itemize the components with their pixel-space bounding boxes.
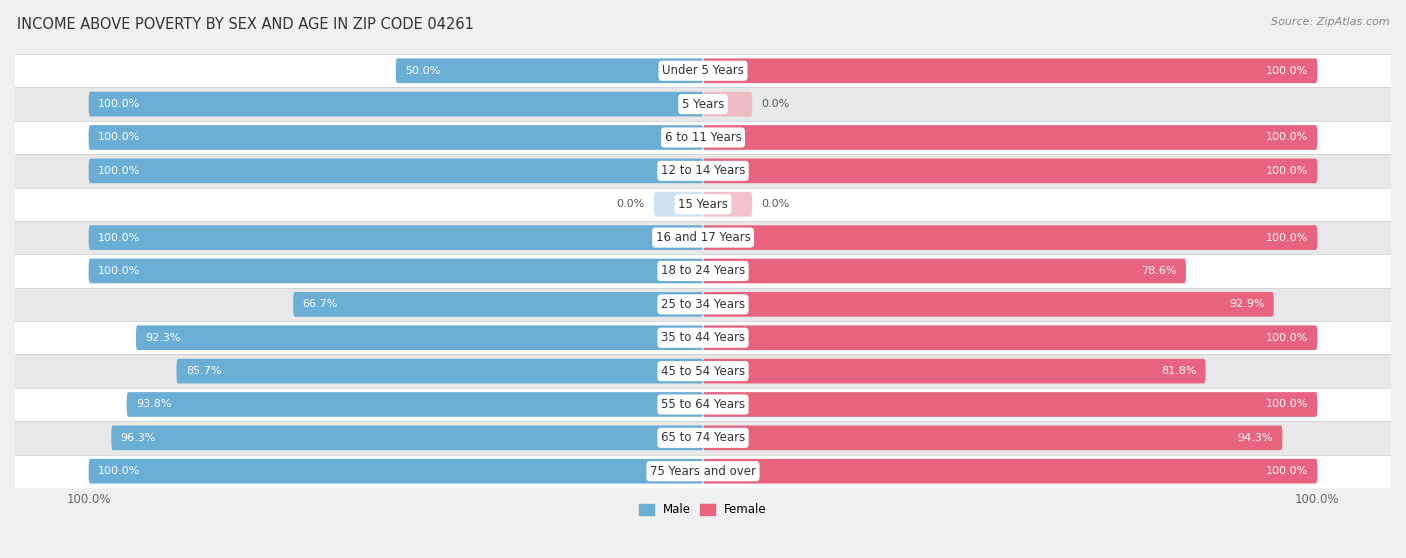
Bar: [15, 121, 1391, 154]
Text: 85.7%: 85.7%: [186, 366, 221, 376]
Text: 55 to 64 Years: 55 to 64 Years: [661, 398, 745, 411]
FancyBboxPatch shape: [89, 158, 703, 183]
Bar: [15, 154, 1391, 187]
Text: 78.6%: 78.6%: [1142, 266, 1177, 276]
FancyBboxPatch shape: [294, 292, 703, 317]
Text: 45 to 54 Years: 45 to 54 Years: [661, 364, 745, 378]
Text: 100.0%: 100.0%: [1265, 132, 1308, 142]
Bar: [15, 421, 1391, 455]
FancyBboxPatch shape: [703, 292, 1274, 317]
Text: 100.0%: 100.0%: [1265, 233, 1308, 243]
FancyBboxPatch shape: [703, 426, 1282, 450]
Bar: [15, 187, 1391, 221]
FancyBboxPatch shape: [89, 225, 703, 250]
Text: 35 to 44 Years: 35 to 44 Years: [661, 331, 745, 344]
Text: 0.0%: 0.0%: [762, 199, 790, 209]
Text: 96.3%: 96.3%: [121, 433, 156, 443]
FancyBboxPatch shape: [703, 359, 1205, 383]
FancyBboxPatch shape: [703, 125, 1317, 150]
Text: 100.0%: 100.0%: [1265, 66, 1308, 76]
Text: 100.0%: 100.0%: [1265, 466, 1308, 476]
Text: 92.9%: 92.9%: [1229, 299, 1264, 309]
FancyBboxPatch shape: [89, 92, 703, 117]
FancyBboxPatch shape: [89, 259, 703, 283]
Bar: [15, 455, 1391, 488]
Text: 94.3%: 94.3%: [1237, 433, 1272, 443]
FancyBboxPatch shape: [396, 59, 703, 83]
Text: 100.0%: 100.0%: [98, 466, 141, 476]
Text: 92.3%: 92.3%: [145, 333, 181, 343]
Text: 100.0%: 100.0%: [98, 266, 141, 276]
Text: Under 5 Years: Under 5 Years: [662, 64, 744, 77]
Text: 18 to 24 Years: 18 to 24 Years: [661, 264, 745, 277]
Text: 6 to 11 Years: 6 to 11 Years: [665, 131, 741, 144]
Text: 0.0%: 0.0%: [762, 99, 790, 109]
Text: 75 Years and over: 75 Years and over: [650, 465, 756, 478]
Text: 100.0%: 100.0%: [1265, 333, 1308, 343]
Text: 5 Years: 5 Years: [682, 98, 724, 110]
Bar: [15, 88, 1391, 121]
Bar: [15, 321, 1391, 354]
FancyBboxPatch shape: [111, 426, 703, 450]
FancyBboxPatch shape: [654, 192, 703, 217]
Bar: [15, 288, 1391, 321]
Text: INCOME ABOVE POVERTY BY SEX AND AGE IN ZIP CODE 04261: INCOME ABOVE POVERTY BY SEX AND AGE IN Z…: [17, 17, 474, 32]
FancyBboxPatch shape: [703, 459, 1317, 484]
Text: Source: ZipAtlas.com: Source: ZipAtlas.com: [1271, 17, 1389, 27]
FancyBboxPatch shape: [89, 125, 703, 150]
Bar: [15, 54, 1391, 88]
FancyBboxPatch shape: [703, 392, 1317, 417]
Text: 93.8%: 93.8%: [136, 400, 172, 410]
FancyBboxPatch shape: [703, 192, 752, 217]
FancyBboxPatch shape: [136, 325, 703, 350]
Bar: [15, 221, 1391, 254]
Text: 65 to 74 Years: 65 to 74 Years: [661, 431, 745, 444]
Text: 100.0%: 100.0%: [98, 233, 141, 243]
FancyBboxPatch shape: [703, 225, 1317, 250]
Text: 100.0%: 100.0%: [98, 132, 141, 142]
FancyBboxPatch shape: [703, 325, 1317, 350]
Text: 100.0%: 100.0%: [98, 99, 141, 109]
Text: 50.0%: 50.0%: [405, 66, 440, 76]
Text: 12 to 14 Years: 12 to 14 Years: [661, 165, 745, 177]
Text: 100.0%: 100.0%: [1265, 166, 1308, 176]
Text: 25 to 34 Years: 25 to 34 Years: [661, 298, 745, 311]
FancyBboxPatch shape: [703, 92, 752, 117]
Bar: [15, 354, 1391, 388]
Text: 100.0%: 100.0%: [1265, 400, 1308, 410]
FancyBboxPatch shape: [703, 259, 1185, 283]
Text: 81.8%: 81.8%: [1161, 366, 1197, 376]
Text: 0.0%: 0.0%: [616, 199, 644, 209]
Text: 15 Years: 15 Years: [678, 198, 728, 211]
FancyBboxPatch shape: [177, 359, 703, 383]
Text: 66.7%: 66.7%: [302, 299, 337, 309]
FancyBboxPatch shape: [127, 392, 703, 417]
FancyBboxPatch shape: [703, 158, 1317, 183]
Text: 16 and 17 Years: 16 and 17 Years: [655, 231, 751, 244]
FancyBboxPatch shape: [703, 59, 1317, 83]
Bar: [15, 254, 1391, 288]
Legend: Male, Female: Male, Female: [634, 499, 772, 521]
Bar: [15, 388, 1391, 421]
Text: 100.0%: 100.0%: [98, 166, 141, 176]
FancyBboxPatch shape: [89, 459, 703, 484]
